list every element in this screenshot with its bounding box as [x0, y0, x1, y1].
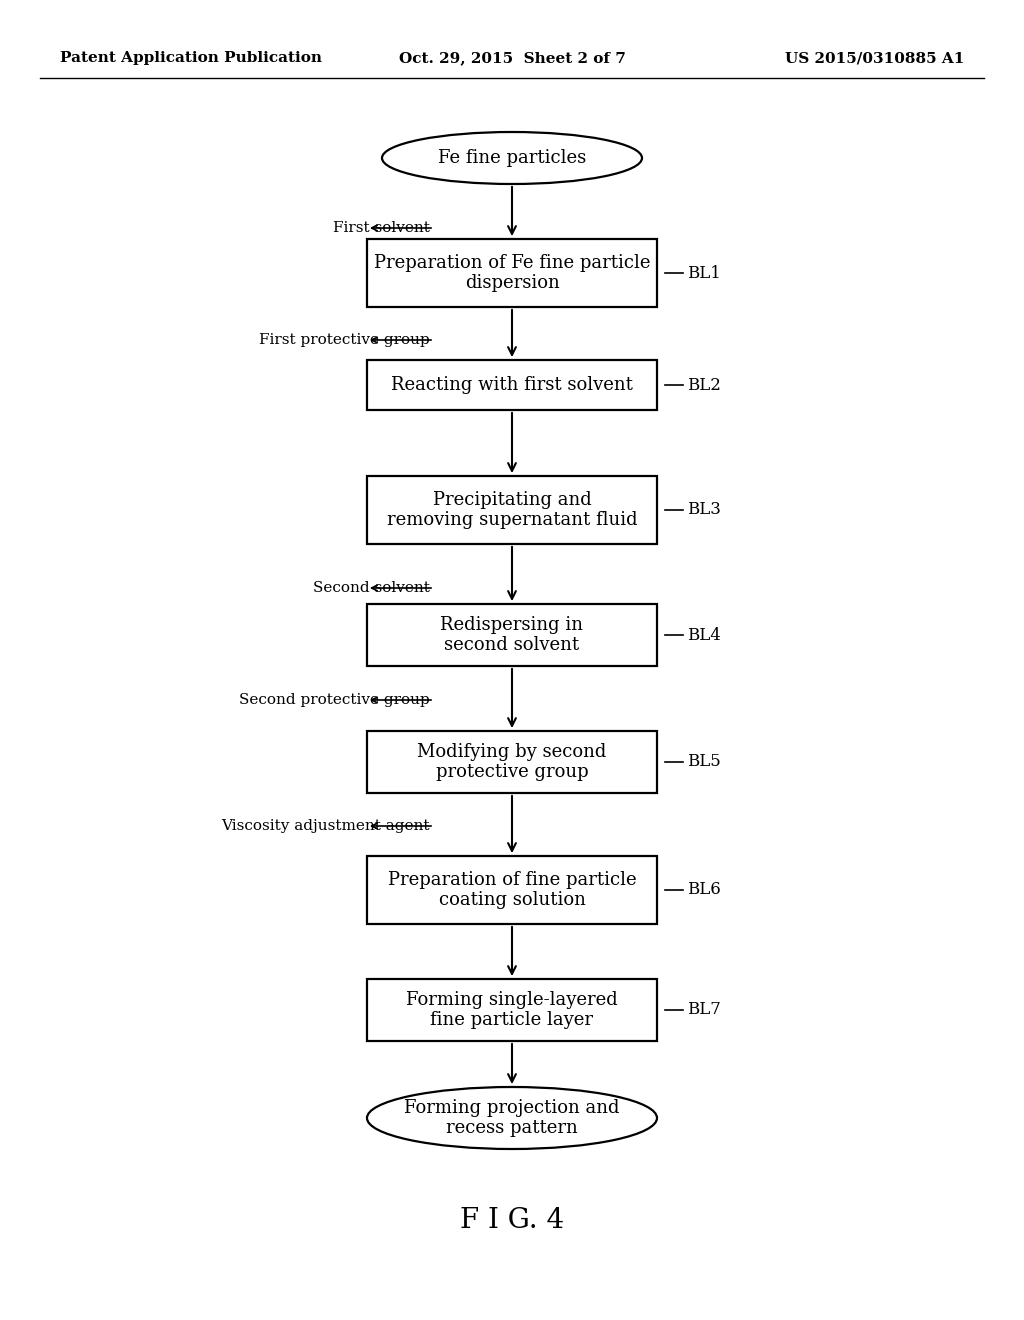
Bar: [367, 979, 657, 1041]
Bar: [367, 239, 657, 308]
Text: Viscosity adjustment agent: Viscosity adjustment agent: [221, 818, 430, 833]
Text: BL4: BL4: [687, 627, 721, 644]
Text: Preparation of Fe fine particle
dispersion: Preparation of Fe fine particle dispersi…: [374, 253, 650, 293]
Text: F I G. 4: F I G. 4: [460, 1206, 564, 1233]
Text: Forming single-layered
fine particle layer: Forming single-layered fine particle lay…: [407, 990, 617, 1030]
Text: BL6: BL6: [687, 882, 721, 899]
Text: First protective group: First protective group: [259, 333, 430, 347]
Text: Reacting with first solvent: Reacting with first solvent: [391, 376, 633, 393]
Text: US 2015/0310885 A1: US 2015/0310885 A1: [784, 51, 964, 65]
Text: BL7: BL7: [687, 1002, 721, 1019]
Text: Forming projection and
recess pattern: Forming projection and recess pattern: [404, 1098, 620, 1138]
Text: BL1: BL1: [687, 264, 721, 281]
Text: Preparation of fine particle
coating solution: Preparation of fine particle coating sol…: [388, 871, 636, 909]
Text: Fe fine particles: Fe fine particles: [438, 149, 586, 168]
Text: BL3: BL3: [687, 502, 721, 519]
Text: BL2: BL2: [687, 376, 721, 393]
Bar: [367, 855, 657, 924]
Bar: [367, 605, 657, 667]
Text: Patent Application Publication: Patent Application Publication: [60, 51, 322, 65]
Text: Oct. 29, 2015  Sheet 2 of 7: Oct. 29, 2015 Sheet 2 of 7: [398, 51, 626, 65]
Bar: [367, 360, 657, 411]
Bar: [367, 731, 657, 793]
Bar: [367, 477, 657, 544]
Text: Precipitating and
removing supernatant fluid: Precipitating and removing supernatant f…: [387, 491, 637, 529]
Text: Modifying by second
protective group: Modifying by second protective group: [418, 743, 606, 781]
Text: Second solvent: Second solvent: [313, 581, 430, 595]
Text: BL5: BL5: [687, 754, 721, 771]
Text: Redispersing in
second solvent: Redispersing in second solvent: [440, 615, 584, 655]
Text: Second protective group: Second protective group: [240, 693, 430, 708]
Text: First solvent: First solvent: [333, 220, 430, 235]
